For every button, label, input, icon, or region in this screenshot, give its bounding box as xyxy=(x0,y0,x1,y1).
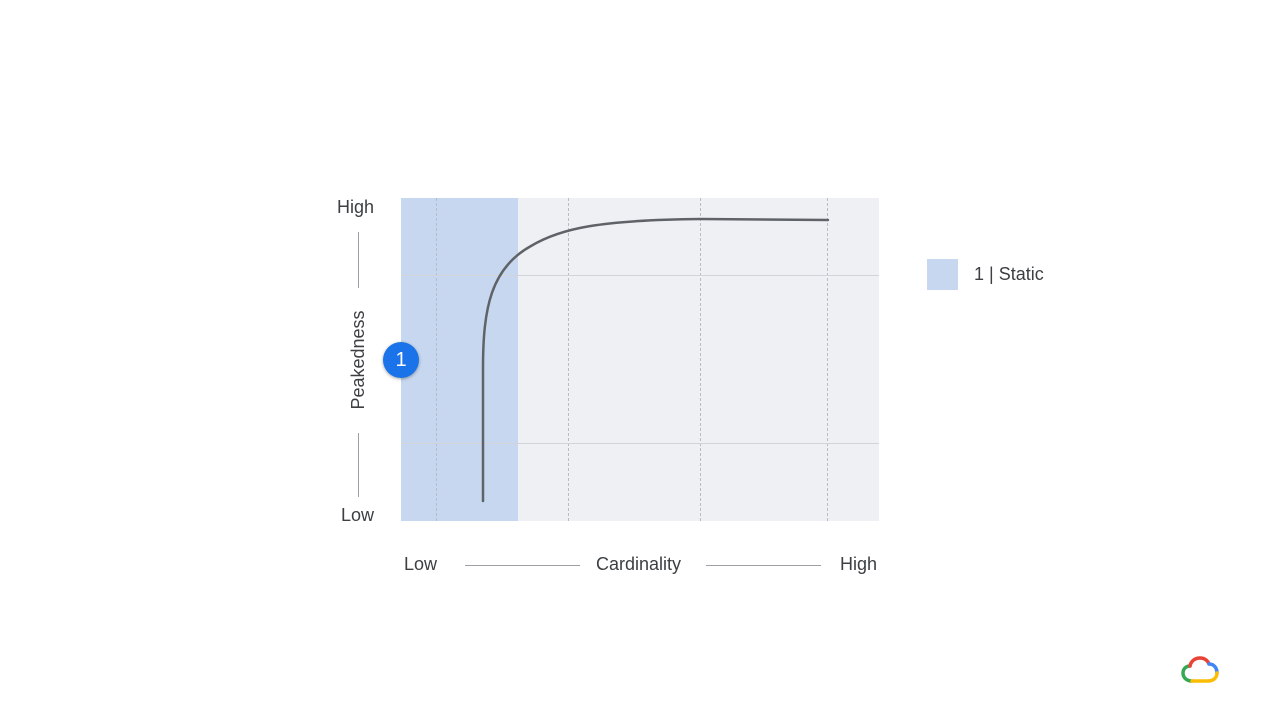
plot-area xyxy=(401,198,879,521)
curve-chart xyxy=(481,217,830,503)
x-axis-line-right xyxy=(706,565,821,566)
region-marker-1: 1 xyxy=(383,342,419,378)
vertical-gridline xyxy=(568,198,569,521)
legend-swatch-static xyxy=(927,259,958,290)
y-axis-line-top xyxy=(358,232,359,288)
horizontal-gridline xyxy=(401,443,879,444)
x-axis-title: Cardinality xyxy=(596,554,682,574)
y-axis-low-label: Low xyxy=(341,505,375,525)
y-axis-high-label: High xyxy=(337,197,375,217)
vertical-gridline xyxy=(436,198,437,521)
x-axis-line-left xyxy=(465,565,580,566)
legend-label-static: 1 | Static xyxy=(974,264,1044,284)
vertical-gridline xyxy=(827,198,828,521)
y-axis-title: Peakedness xyxy=(348,310,368,410)
y-axis-line-bottom xyxy=(358,433,359,497)
horizontal-gridline xyxy=(401,275,879,276)
x-axis-low-label: Low xyxy=(404,554,438,574)
x-axis-high-label: High xyxy=(840,554,878,574)
google-cloud-icon xyxy=(1180,655,1220,692)
static-region xyxy=(401,198,518,521)
vertical-gridline xyxy=(700,198,701,521)
peakedness-curve xyxy=(481,217,830,503)
